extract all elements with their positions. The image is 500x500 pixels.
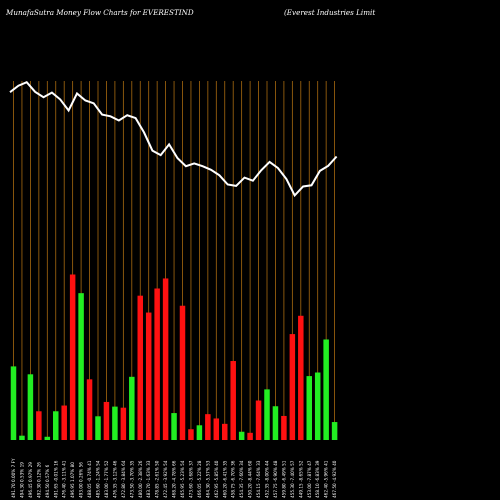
money-flow-bar [213, 418, 220, 440]
money-flow-bar [314, 372, 321, 440]
x-tick-label: 462.95 -5.85% 40 [214, 460, 219, 498]
money-flow-bar [145, 312, 152, 440]
x-tick-label: 454.15 -7.64% 33 [256, 460, 261, 498]
money-flow-bar [69, 274, 76, 440]
x-tick-label: 466.05 -5.22% 28 [197, 460, 202, 498]
x-tick-label: 458.10 -6.83% 39 [315, 460, 320, 498]
money-flow-bar [10, 366, 17, 440]
x-tick-label: 462.40 -5.96% 41 [324, 460, 329, 498]
x-tick-label: 478.85 -2.61% 50 [155, 460, 160, 498]
x-tick-label: 494.50 0.57% 6 [45, 464, 50, 498]
x-tick-label: 496.45 0.97% 29 [28, 462, 33, 498]
money-flow-bar [78, 293, 84, 440]
money-flow-bar [53, 411, 59, 440]
money-flow-bar [95, 416, 101, 440]
money-flow-bar [103, 401, 110, 440]
money-flow-bar [137, 295, 143, 440]
money-flow-bar [196, 425, 203, 440]
x-tick-label: 467.50 -4.92% 40 [332, 460, 337, 498]
money-flow-bar [19, 435, 25, 440]
money-flow-bar [154, 288, 160, 440]
x-tick-label: 473.50 -3.70% 35 [129, 460, 134, 498]
money-flow-bar [112, 406, 118, 440]
x-tick-labels: 491.70 0.00% 7 FY 494.30 0.53% 19 496.45 0… [11, 458, 337, 498]
x-tick-label: 491.65 -0.01% 16 [53, 460, 58, 498]
money-flow-bar [27, 374, 34, 440]
x-tick-label: 496.95 1.07% 80 [70, 462, 75, 498]
money-flow-bar [179, 305, 186, 440]
money-flow-bar [162, 278, 169, 440]
x-tick-label: 488.05 -0.74% 41 [87, 460, 92, 498]
x-tick-label: 450.20 -8.44% 60 [248, 460, 253, 498]
money-flow-bar [331, 422, 338, 440]
x-tick-label: 493.00 0.26% 56 [79, 462, 84, 498]
x-tick-label: 483.00 -1.77% 52 [104, 460, 109, 498]
x-tick-label: 455.30 -7.40% 57 [290, 460, 295, 498]
money-flow-bar [44, 436, 51, 440]
money-flow-bar [247, 432, 253, 440]
money-flow-bar [264, 389, 270, 440]
money-flow-bar [222, 423, 228, 440]
grid-lines [13, 81, 336, 440]
x-tick-label: 453.00 -7.87% 47 [307, 460, 312, 498]
x-tick-label: 465.95 -5.23% 54 [180, 460, 185, 498]
money-flow-bar [230, 361, 236, 440]
x-tick-label: 458.75 -6.70% 36 [231, 460, 236, 498]
x-tick-label: 459.80 -6.49% 51 [281, 460, 286, 498]
x-tick-label: 483.70 -1.63% 33 [146, 460, 151, 498]
x-tick-label: 494.30 0.53% 19 [19, 462, 24, 498]
x-tick-label: 460.20 -6.41% 35 [222, 460, 227, 498]
price-line-series [9, 80, 338, 198]
money-flow-bar [171, 413, 177, 440]
x-tick-label: 485.60 -1.24% 54 [96, 460, 101, 498]
money-flow-bar [188, 429, 194, 440]
money-flow-bar [205, 414, 211, 440]
x-tick-label: 452.35 -8.00% 44 [265, 460, 270, 498]
money-flow-bar [281, 415, 287, 440]
x-tick-label: 492.30 0.12% 26 [36, 462, 41, 498]
chart-title: MunafaSutra Money Flow Charts for EVERES… [6, 8, 194, 17]
money-flow-bar [86, 379, 93, 440]
x-tick-label: 472.45 -3.92% 54 [163, 460, 168, 498]
money-flow-bar [238, 431, 245, 440]
chart-subtitle: (Everest Industries Limit [284, 8, 376, 17]
money-flow-bar [306, 376, 312, 440]
x-tick-label: 480.00 -2.38% 26 [138, 460, 143, 498]
x-tick-label: 468.20 -4.78% 66 [172, 460, 177, 498]
money-flow-bar [298, 315, 304, 440]
money-flow-bar [289, 334, 296, 440]
money-flow-bar [120, 407, 127, 440]
price-line [9, 80, 338, 198]
money-flow-bar [36, 411, 42, 440]
x-tick-label: 454.35 -7.60% 34 [239, 460, 244, 498]
x-tick-label: 464.30 -5.57% 53 [205, 460, 210, 498]
money-flow-bar [272, 406, 279, 440]
x-tick-label: 491.70 0.00% 7 FY [11, 458, 16, 498]
bar-series [10, 274, 338, 440]
money-flow-bar [129, 376, 135, 440]
x-tick-label: 472.80 -3.84% 64 [121, 460, 126, 498]
money-flow-bar [323, 339, 329, 440]
x-tick-label: 473.60 -3.68% 37 [188, 460, 193, 498]
money-flow-bar [61, 405, 67, 440]
x-tick-label: 476.35 -3.12% 46 [112, 460, 117, 498]
x-tick-label: 457.75 -6.90% 48 [273, 460, 278, 498]
money-flow-bar [255, 400, 262, 440]
x-tick-label: 476.40 -3.11% 41 [62, 460, 67, 498]
x-tick-label: 449.15 -8.65% 52 [298, 460, 303, 498]
